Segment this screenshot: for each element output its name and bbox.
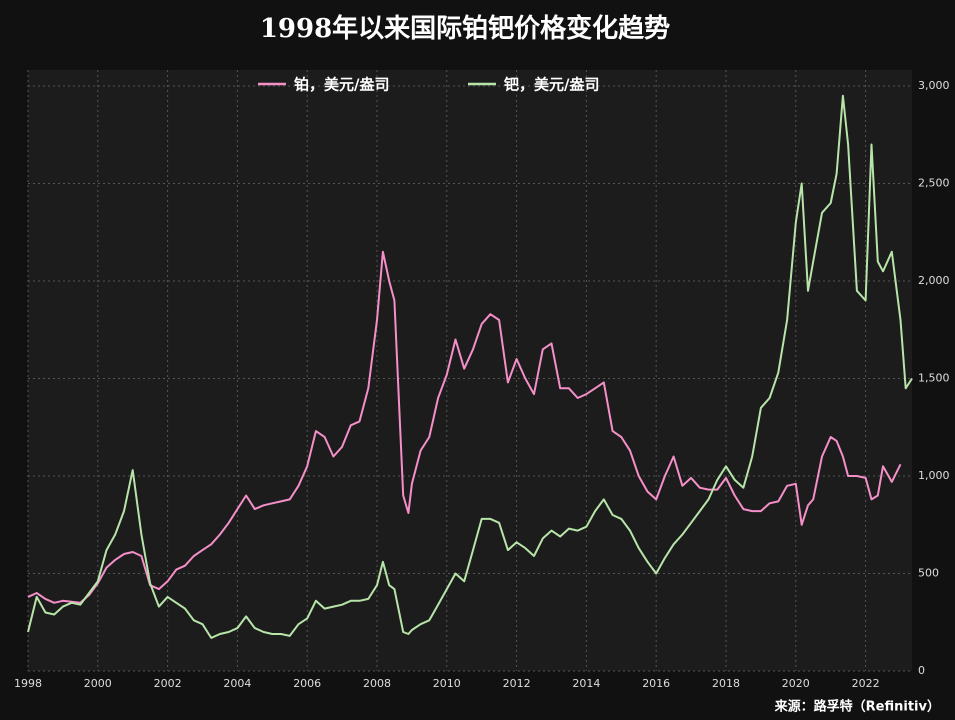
- legend-label: 钯，美元/盎司: [504, 76, 599, 94]
- x-tick-label: 2008: [363, 677, 391, 690]
- x-tick-label: 2010: [433, 677, 461, 690]
- x-tick-label: 2014: [572, 677, 600, 690]
- y-tick-label: 500: [918, 567, 939, 580]
- series-line: [27, 250, 902, 604]
- x-tick-label: 1998: [14, 677, 42, 690]
- x-tick-label: 2016: [642, 677, 670, 690]
- y-tick-label: 2,500: [918, 177, 950, 190]
- y-tick-label: 1,500: [918, 372, 950, 385]
- x-tick-label: 2018: [712, 677, 740, 690]
- x-tick-label: 2020: [782, 677, 810, 690]
- chart-title: 1998年以来国际铂钯价格变化趋势: [260, 13, 670, 44]
- x-tick-label: 2006: [293, 677, 321, 690]
- y-tick-label: 2,000: [918, 274, 950, 287]
- series-line: [27, 94, 913, 639]
- source: 来源：路孚特（Refinitiv）: [774, 699, 940, 715]
- y-tick-label: 3,000: [918, 79, 950, 92]
- x-tick-label: 2012: [503, 677, 531, 690]
- y-tick-label: 1,000: [918, 469, 950, 482]
- x-tick-label: 2022: [852, 677, 880, 690]
- x-tick-label: 2000: [84, 677, 112, 690]
- x-tick-label: 2002: [154, 677, 182, 690]
- legend-label: 铂，美元/盎司: [294, 76, 389, 94]
- x-tick-label: 2004: [223, 677, 251, 690]
- y-tick-label: 0: [918, 664, 925, 677]
